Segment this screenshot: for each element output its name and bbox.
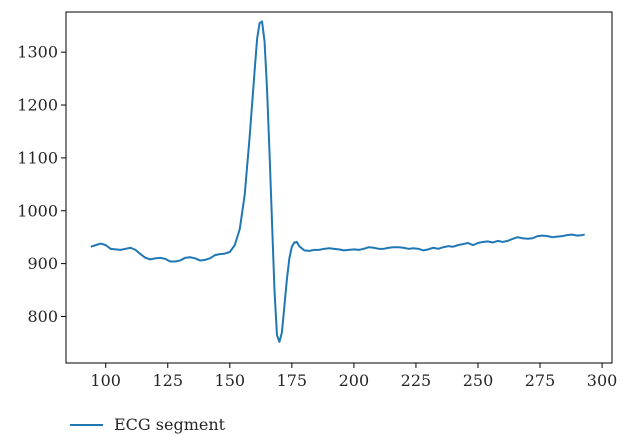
x-tick-label: 200	[339, 371, 370, 390]
y-tick-label: 1000	[17, 201, 58, 220]
x-axis: 100 125 150 175 200 225 250 275 300	[90, 363, 617, 390]
legend-label-ecg-segment: ECG segment	[114, 415, 226, 434]
x-tick-label: 275	[525, 371, 556, 390]
plot-area	[90, 20, 585, 343]
legend: ECG segment	[70, 415, 226, 434]
x-tick-label: 150	[215, 371, 246, 390]
x-tick-label: 100	[90, 371, 121, 390]
y-axis: 800 900 1000 1100 1200 1300	[17, 43, 66, 326]
y-tick-label: 1200	[17, 96, 58, 115]
y-tick-label: 1300	[17, 43, 58, 62]
x-tick-label: 225	[401, 371, 432, 390]
y-tick-label: 1100	[17, 148, 58, 167]
x-tick-label: 125	[152, 371, 183, 390]
x-tick-label: 175	[277, 371, 308, 390]
y-tick-label: 800	[27, 307, 58, 326]
x-tick-label: 250	[463, 371, 494, 390]
y-tick-label: 900	[27, 254, 58, 273]
x-tick-label: 300	[587, 371, 618, 390]
series-line-ecg-segment	[90, 20, 585, 343]
axes-frame	[65, 11, 613, 364]
